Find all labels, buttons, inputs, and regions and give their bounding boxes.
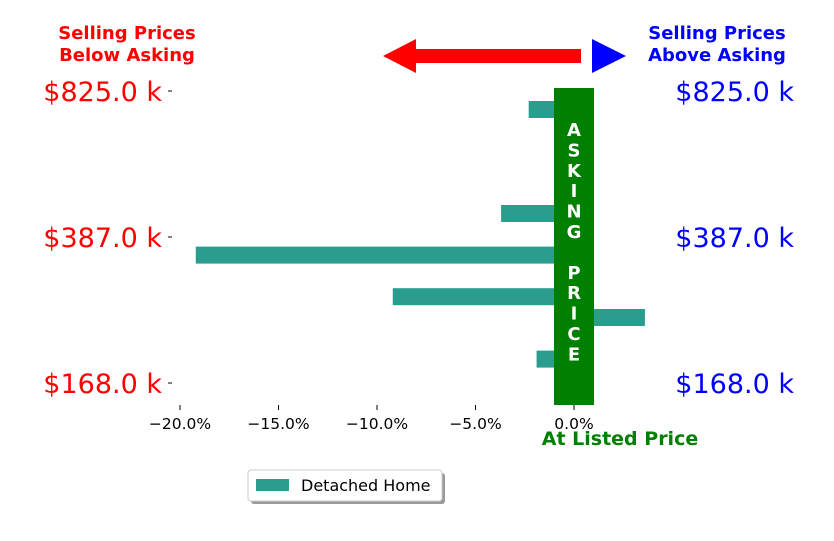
right-price-bottom: $168.0 k (675, 369, 794, 400)
asking-price-band (554, 88, 594, 405)
right-header-line1: Selling Prices (648, 23, 785, 44)
band-letter: I (571, 181, 578, 202)
left-arrow-icon (383, 39, 581, 73)
band-letter: P (567, 263, 580, 284)
legend: Detached Home (247, 469, 445, 504)
band-letter: C (567, 324, 580, 345)
band-letter: N (566, 202, 581, 223)
left-price-bottom: $168.0 k (43, 369, 162, 400)
bar (195, 246, 574, 264)
x-tick-label: 0.0% (554, 415, 593, 433)
band-letter: G (567, 222, 582, 243)
band-letter: K (567, 161, 582, 182)
x-tick-label: −10.0% (346, 415, 408, 433)
right-price-mid: $387.0 k (675, 223, 794, 254)
left-price-mid: $387.0 k (43, 223, 162, 254)
right-header-line2: Above Asking (648, 45, 786, 66)
right-price-top: $825.0 k (675, 77, 794, 108)
left-header-line2: Below Asking (59, 45, 195, 66)
x-axis: −20.0% −15.0% −10.0% −5.0% 0.0% (149, 405, 594, 433)
legend-label: Detached Home (301, 476, 431, 495)
right-arrow-icon (592, 39, 626, 73)
band-letter: S (568, 140, 581, 161)
x-tick-label: −15.0% (247, 415, 309, 433)
bar (392, 288, 574, 306)
x-tick-label: −5.0% (449, 415, 501, 433)
at-listed-price-label: At Listed Price (542, 428, 698, 450)
band-letter: E (568, 344, 580, 365)
left-header-line1: Selling Prices (58, 23, 195, 44)
band-letter: I (571, 304, 578, 325)
x-tick-label: −20.0% (149, 415, 211, 433)
band-letter: R (567, 283, 581, 304)
band-letter: A (567, 120, 581, 141)
legend-swatch (256, 479, 289, 491)
left-price-top: $825.0 k (43, 77, 162, 108)
